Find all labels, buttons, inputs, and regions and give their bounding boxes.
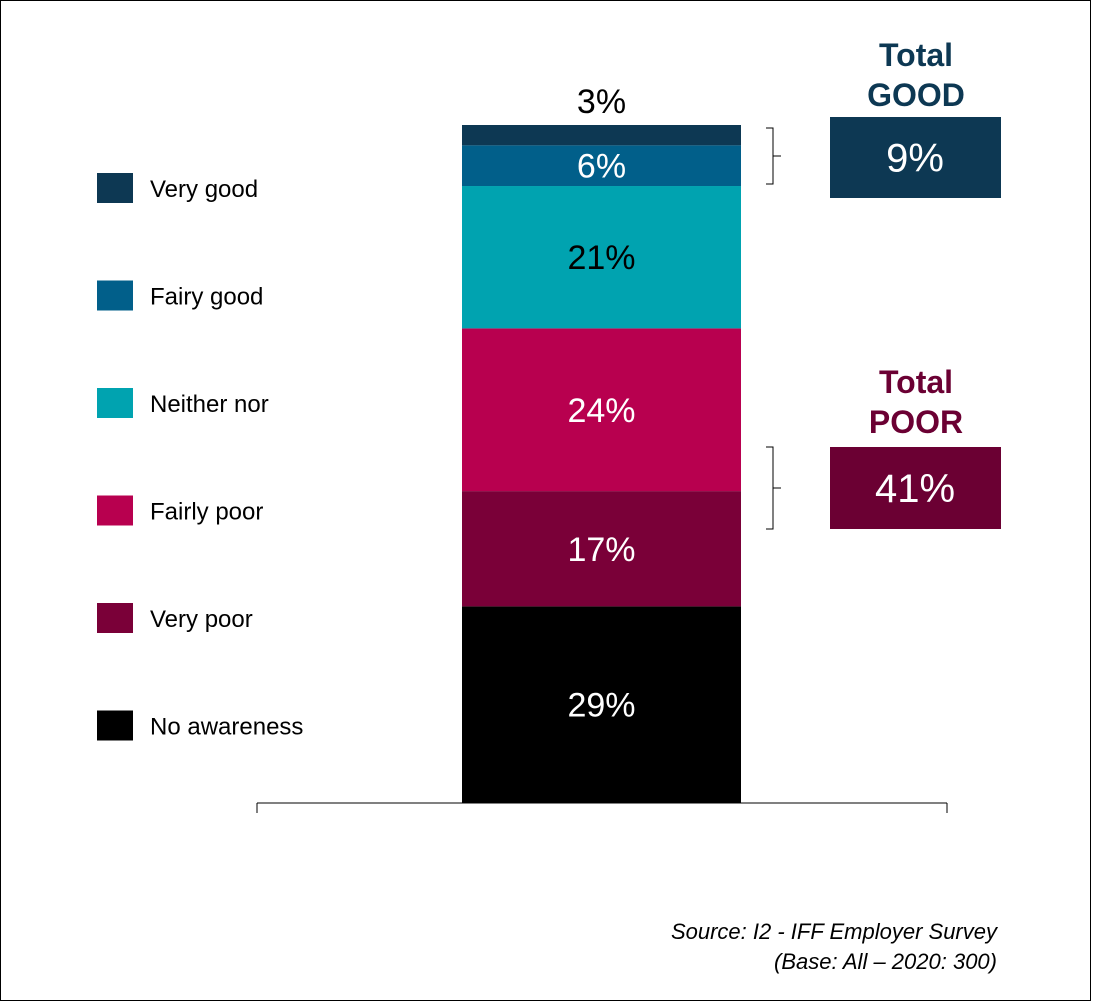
bar-label-no-awareness: 29% <box>567 687 635 725</box>
legend-swatch-fairly-poor <box>97 495 133 526</box>
legend-label-neither-nor: Neither nor <box>150 391 269 418</box>
legend-swatch-very-poor <box>97 603 133 633</box>
total-good-bracket <box>766 127 781 185</box>
legend-swatch-very-good <box>97 173 133 203</box>
bar-segment-fairly-poor <box>462 328 741 492</box>
legend-label-very-good: Very good <box>150 176 258 203</box>
total-poor-title-line2: POOR <box>869 404 963 440</box>
bar-segment-very-good <box>462 125 741 146</box>
total-poor-box <box>830 447 1001 529</box>
bar-labels: 29% 17% 24% 21% 6% 3% <box>567 83 635 725</box>
total-good-value: 9% <box>886 137 944 181</box>
legend-label-fairly-poor: Fairly poor <box>150 499 263 526</box>
total-poor-title-line1: Total <box>879 364 953 400</box>
total-good-title-line2: GOOD <box>867 77 965 113</box>
legend-label-no-awareness: No awareness <box>150 714 303 741</box>
source-line-2: (Base: All – 2020: 300) <box>774 949 997 974</box>
bar-label-fairly-poor: 24% <box>567 392 635 430</box>
legend-swatch-fairy-good <box>97 280 133 311</box>
bar-segment-neither-nor <box>462 186 741 329</box>
bar-label-fairy-good: 6% <box>577 148 626 186</box>
bar-label-very-good: 3% <box>577 83 626 121</box>
legend-swatch-no-awareness <box>97 710 133 741</box>
bar-segments <box>462 125 741 803</box>
bar-segment-fairy-good <box>462 145 741 187</box>
bar-segment-very-poor <box>462 491 741 607</box>
legend: Very good Fairy good Neither nor Fairly poo… <box>97 173 303 741</box>
legend-label-very-poor: Very poor <box>150 606 253 633</box>
legend-label-fairy-good: Fairy good <box>150 284 263 311</box>
total-good-box <box>830 117 1001 198</box>
total-poor-value: 41% <box>875 467 955 511</box>
bar-label-neither-nor: 21% <box>567 239 635 277</box>
legend-swatch-neither-nor <box>97 388 133 418</box>
totals-group: Total GOOD 9% Total POOR 41% <box>766 37 1001 530</box>
bar-label-very-poor: 17% <box>567 531 635 569</box>
bar-segment-no-awareness <box>462 606 741 803</box>
total-good-title-line1: Total <box>879 37 953 73</box>
total-poor-bracket <box>766 446 781 530</box>
source-line-1: Source: I2 - IFF Employer Survey <box>671 919 999 944</box>
